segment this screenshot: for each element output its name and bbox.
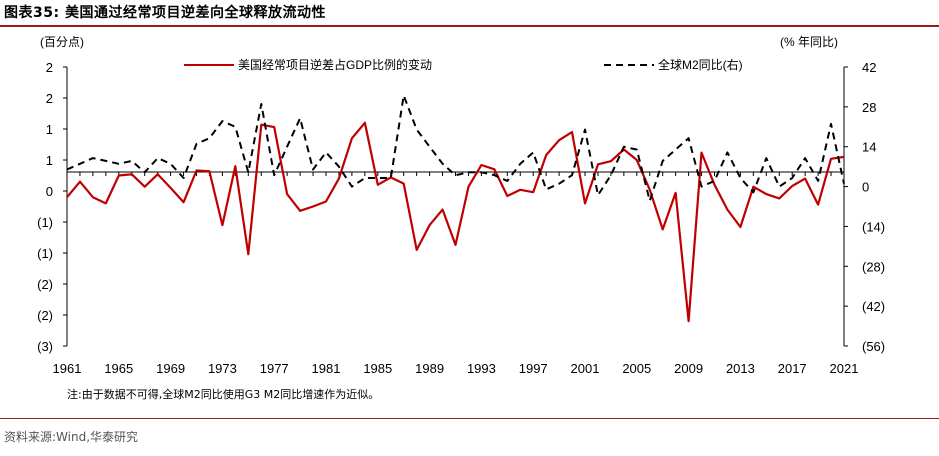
x-tick-label: 1965 — [104, 361, 133, 376]
right-tick-label: 14 — [862, 140, 876, 155]
footer-divider — [0, 418, 939, 419]
left-tick-label: (2) — [37, 277, 53, 292]
x-tick-label: 1961 — [53, 361, 82, 376]
series-line-gdp — [66, 121, 845, 323]
series-lines — [66, 94, 845, 323]
x-tick-label: 1977 — [260, 361, 289, 376]
left-tick-label: 2 — [46, 91, 53, 106]
right-tick-labels: 42 28 14 0 (14) (28) (42) (56) — [844, 60, 885, 354]
x-tick-label: 1993 — [467, 361, 496, 376]
x-tick-label: 1997 — [519, 361, 548, 376]
right-tick-label: 42 — [862, 60, 876, 75]
left-tick-labels: 2 2 1 1 0 (1) (1) (2) (2) (3) — [37, 60, 67, 354]
legend-label-m2: 全球M2同比(右) — [658, 57, 743, 72]
x-tick-label: 2013 — [726, 361, 755, 376]
footnote: 注:由于数据不可得,全球M2同比使用G3 M2同比增速作为近似。 — [67, 388, 380, 401]
chart: (百分点) (% 年同比) 美国经常项目逆差占GDP比例的变动 全球M2同比(右… — [37, 35, 885, 376]
x-tick-label: 1985 — [363, 361, 392, 376]
x-tick-label: 2005 — [622, 361, 651, 376]
x-tick-label: 1969 — [156, 361, 185, 376]
right-tick-label: 0 — [862, 180, 869, 195]
series-line-m2 — [66, 94, 845, 202]
left-axis-unit: (百分点) — [40, 35, 84, 49]
x-tick-label: 2021 — [830, 361, 859, 376]
legend: 美国经常项目逆差占GDP比例的变动 全球M2同比(右) — [184, 57, 743, 72]
x-tick-label: 1989 — [415, 361, 444, 376]
left-tick-label: (2) — [37, 308, 53, 323]
x-tick-label: 2017 — [778, 361, 807, 376]
right-tick-label: (14) — [862, 219, 885, 234]
right-tick-label: (28) — [862, 259, 885, 274]
legend-label-gdp: 美国经常项目逆差占GDP比例的变动 — [238, 57, 432, 72]
left-tick-label: (1) — [37, 215, 53, 230]
right-axis-unit: (% 年同比) — [780, 35, 838, 49]
left-tick-label: 1 — [46, 153, 53, 168]
left-tick-label: 2 — [46, 60, 53, 75]
source-line: 资料来源:Wind,华泰研究 — [4, 430, 139, 444]
title-divider — [0, 25, 939, 27]
right-tick-label: (56) — [862, 339, 885, 354]
left-tick-label: 1 — [46, 122, 53, 137]
x-tick-label: 2009 — [674, 361, 703, 376]
x-tick-labels: 1961 1965 1969 1973 1977 1981 1985 1989 1993 1997… — [53, 172, 859, 376]
right-tick-label: 28 — [862, 100, 876, 115]
x-tick-label: 1981 — [312, 361, 341, 376]
page-title: 图表35: 美国通过经常项目逆差向全球释放流动性 — [4, 5, 326, 21]
x-tick-label: 2001 — [571, 361, 600, 376]
right-tick-label: (42) — [862, 299, 885, 314]
left-tick-label: (1) — [37, 246, 53, 261]
left-tick-label: 0 — [46, 184, 53, 199]
left-tick-label: (3) — [37, 339, 53, 354]
x-tick-label: 1973 — [208, 361, 237, 376]
